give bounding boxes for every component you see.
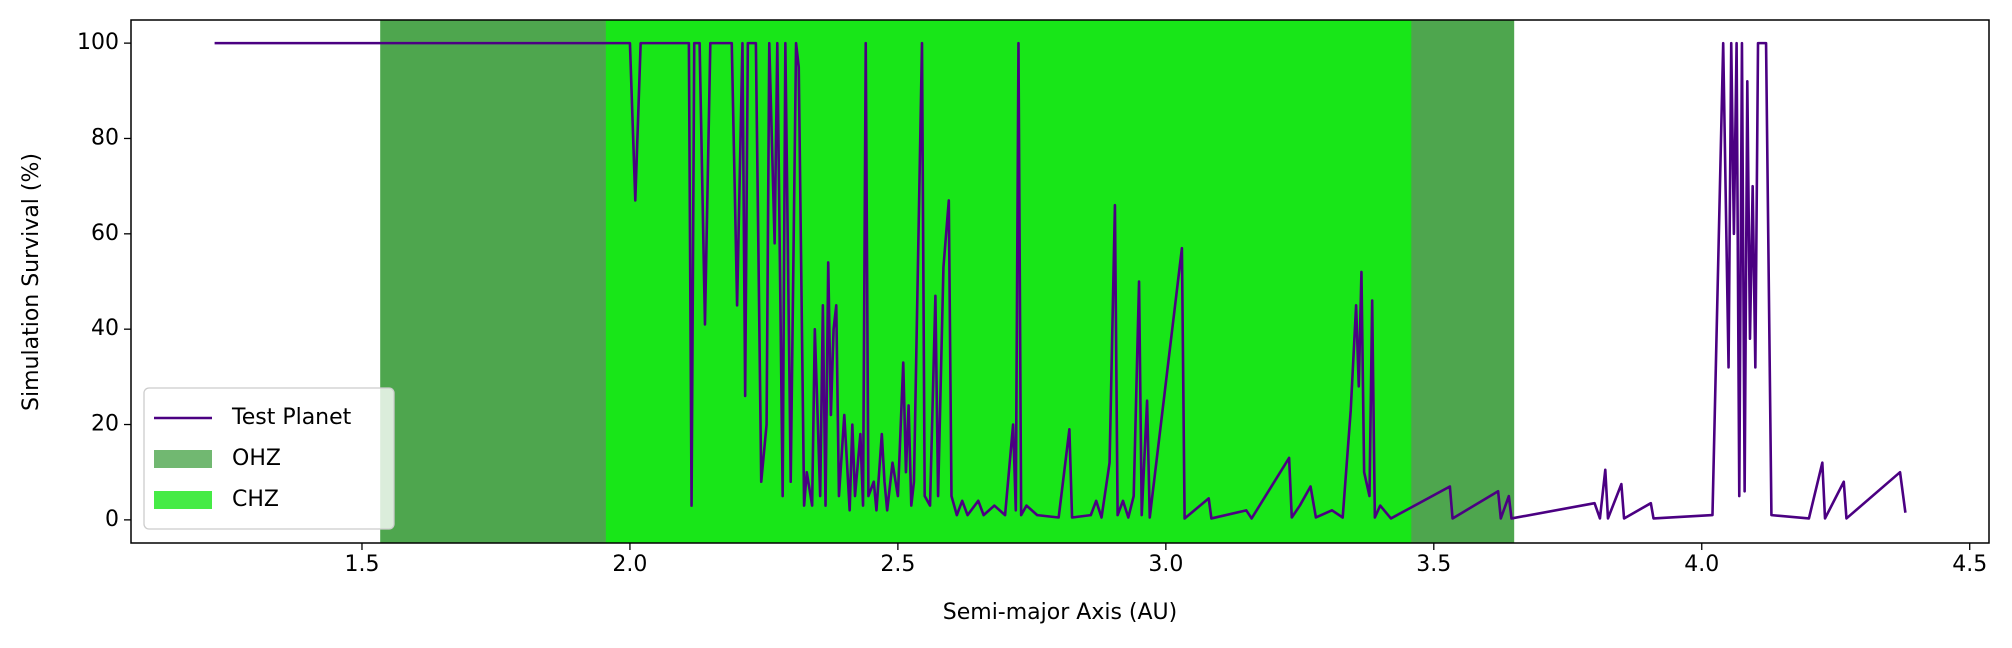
x-axis-label: Semi-major Axis (AU) (943, 600, 1177, 625)
legend-label: Test Planet (231, 405, 352, 430)
y-tick-label: 40 (91, 316, 119, 341)
y-axis-label: Simulation Survival (%) (19, 153, 44, 411)
y-tick-label: 80 (91, 125, 119, 150)
legend: Test Planet OHZ CHZ (143, 387, 395, 530)
legend-swatch (154, 450, 212, 468)
x-tick-label: 3.0 (1148, 552, 1183, 577)
y-tick-label: 0 (105, 507, 119, 532)
legend-label: OHZ (232, 446, 281, 471)
x-tick-label: 4.5 (1952, 552, 1987, 577)
legend-label: CHZ (232, 487, 279, 512)
x-tick-label: 2.0 (612, 552, 647, 577)
x-tick-label: 2.5 (880, 552, 915, 577)
y-tick-label: 20 (91, 412, 119, 437)
x-tick-label: 3.5 (1416, 552, 1451, 577)
legend-swatch (154, 491, 212, 509)
y-tick-label: 60 (91, 221, 119, 246)
x-tick-label: 1.5 (344, 552, 379, 577)
x-tick-label: 4.0 (1684, 552, 1719, 577)
plot-frame (130, 19, 1990, 544)
y-tick-label: 100 (77, 30, 119, 55)
data-line (214, 41, 1907, 520)
